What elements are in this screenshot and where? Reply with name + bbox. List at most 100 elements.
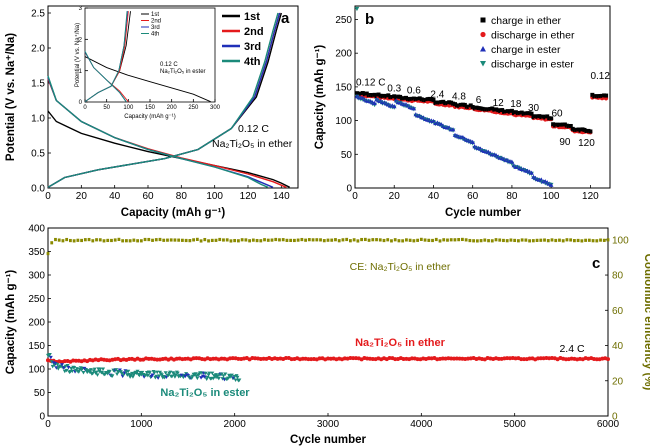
panel-c-point-ce-ether	[580, 239, 584, 243]
panel-b-point-charge-ester	[509, 159, 515, 164]
panel-c-point-ce-ether	[184, 238, 188, 243]
panel-c-point-ce-ether	[304, 238, 307, 242]
panel-c-point-ce-ether	[576, 238, 580, 243]
panel-c-point-capacity-ester	[202, 375, 207, 379]
panel-b-rate-label: 0.12	[590, 71, 610, 82]
panel-c-point-capacity-ester	[81, 370, 86, 375]
panel-a-xtick-label: 80	[176, 191, 188, 202]
panel-b-rate-label: 12	[493, 98, 505, 109]
panel-c-ytick-label: 0	[39, 412, 45, 423]
panel-c-point-ce-ether	[132, 238, 136, 242]
panel-a-legend-label: 3rd	[244, 41, 261, 53]
panel-c-point-ce-ether	[319, 238, 322, 242]
panel-c-point-capacity-ester	[50, 364, 55, 369]
inset-charge-curve-4th	[84, 11, 128, 103]
panel-a-ytick-label: 2.0	[31, 44, 45, 55]
panel-c: 0 1000 2000 3000 4000 5000 6000050100150200250…	[5, 224, 650, 447]
panel-c-y2tick-label: 60	[612, 306, 624, 317]
panel-c-point-ce-ether	[139, 239, 143, 243]
panel-c-point-ce-ether	[390, 239, 393, 243]
panel-c-point-ce-ether	[95, 238, 98, 242]
panel-a-letter: a	[281, 10, 290, 27]
panel-c-point-capacity-ether	[284, 355, 288, 360]
panel-c-point-ce-ether	[192, 238, 195, 242]
inset-xtick-label: 200	[167, 105, 178, 111]
panel-c-point-ce-ether	[405, 238, 408, 242]
panel-c-point-capacity-ester	[127, 372, 132, 377]
inset-legend-label: 2nd	[151, 19, 161, 25]
panel-c-point-capacity-ester	[155, 370, 160, 375]
panel-c-annotation-ether: Na₂Ti₂O₅ in ether	[355, 337, 446, 349]
panel-c-ytick-label: 50	[34, 388, 46, 399]
panel-c-point-ce-ether	[225, 238, 229, 242]
inset-ytick-label: 3	[79, 6, 83, 12]
panel-c-xtick-label: 5000	[504, 419, 527, 430]
panel-b-letter: b	[365, 11, 374, 28]
inset-legend-label: 4th	[151, 32, 159, 38]
panel-c-point-capacity-ether	[401, 357, 406, 362]
panel-c-point-ce-ether	[434, 237, 438, 242]
panel-a-legend-label: 1st	[244, 11, 260, 23]
panel-c-point-ce-ether	[505, 239, 509, 243]
panel-c-point-capacity-ester	[147, 371, 152, 375]
panel-c-point-ce-ether	[423, 238, 427, 242]
panel-a-ytick-label: 2.5	[31, 9, 45, 20]
panel-b-rate-label: 6	[476, 95, 482, 106]
panel-c-point-capacity-ester	[207, 371, 212, 376]
panel-b-point-charge-ester	[548, 182, 554, 187]
inset-legend-label: 1st	[151, 12, 159, 18]
panel-c-point-ce-ether	[278, 238, 281, 242]
panel-c-xtick-label: 0	[45, 419, 51, 430]
panel-a-xtick-label: 120	[240, 191, 257, 202]
panel-b: 0 20 40 60 80 100 120 0 50 100 150 200 250 0.12 C0.3…	[314, 5, 611, 219]
panel-c-point-ce-ether	[531, 239, 535, 243]
panel-c-point-ce-ether	[461, 237, 464, 242]
panel-c-point-ce-ether	[599, 238, 602, 242]
panel-c-point-ce-ether	[334, 238, 337, 242]
panel-a-annotation-rate: 0.12 C	[238, 123, 269, 135]
panel-c-point-capacity-ester	[60, 363, 64, 367]
panel-a-legend-label: 2nd	[244, 26, 264, 38]
panel-c-point-capacity-ester	[135, 369, 140, 374]
panel-a-xtick-label: 100	[206, 191, 223, 202]
panel-c-point-capacity-ester	[54, 366, 59, 370]
panel-a-xtick-label: 40	[109, 191, 121, 202]
panel-c-point-capacity-ester	[157, 374, 162, 378]
panel-c-point-ce-ether	[375, 238, 378, 242]
panel-b-xlabel: Cycle number	[445, 207, 522, 219]
panel-c-point-ce-ether	[326, 238, 330, 242]
panel-c-point-capacity-ester	[55, 362, 60, 367]
panel-b-ytick-label: 50	[341, 150, 353, 161]
panel-c-point-ce-ether	[487, 239, 490, 243]
panel-c-point-ce-ether	[166, 238, 169, 242]
panel-c-ytick-label: 200	[28, 318, 45, 329]
panel-b-xtick-label: 80	[506, 191, 518, 202]
panel-c-point-capacity-ether	[496, 356, 501, 361]
panel-c-y2tick-label: 40	[612, 341, 624, 352]
panel-c-point-ce-ether	[550, 238, 554, 242]
panel-c-point-ce-ether	[121, 239, 125, 243]
panel-c-point-capacity-ester	[199, 376, 204, 380]
panel-c-point-ce-ether	[330, 238, 334, 242]
panel-c-point-capacity-ester	[49, 360, 54, 364]
panel-c-point-ce-ether	[147, 237, 151, 242]
panel-c-point-ce-ether	[490, 239, 494, 243]
panel-c-annotation-rate: 2.4 C	[559, 343, 585, 355]
panel-a-ytick-label: 1.5	[31, 79, 45, 90]
panel-c-point-ce-ether	[367, 238, 371, 242]
panel-a-xtick-label: 140	[273, 191, 290, 202]
panel-c-point-ce-ether	[57, 238, 61, 242]
panel-c-point-ce-ether	[69, 238, 72, 243]
panel-c-point-ce-ether	[125, 239, 128, 243]
panel-c-point-ce-ether	[475, 239, 479, 243]
panel-b-point-charge-ester	[450, 127, 456, 132]
panel-c-point-capacity-ester	[126, 369, 131, 374]
panel-c-point-capacity-ester	[66, 365, 71, 370]
panel-c-point-ce-ether	[561, 239, 565, 243]
inset-xtick-label: 300	[210, 105, 221, 111]
panel-b-point-charge-ether	[549, 116, 554, 121]
panel-b-legend-label: charge in ester	[491, 44, 561, 56]
panel-c-point-ce-ether	[397, 239, 401, 243]
panel-b-legend-label: discharge in ester	[491, 59, 574, 71]
panel-c-point-ce-ether	[449, 238, 453, 242]
